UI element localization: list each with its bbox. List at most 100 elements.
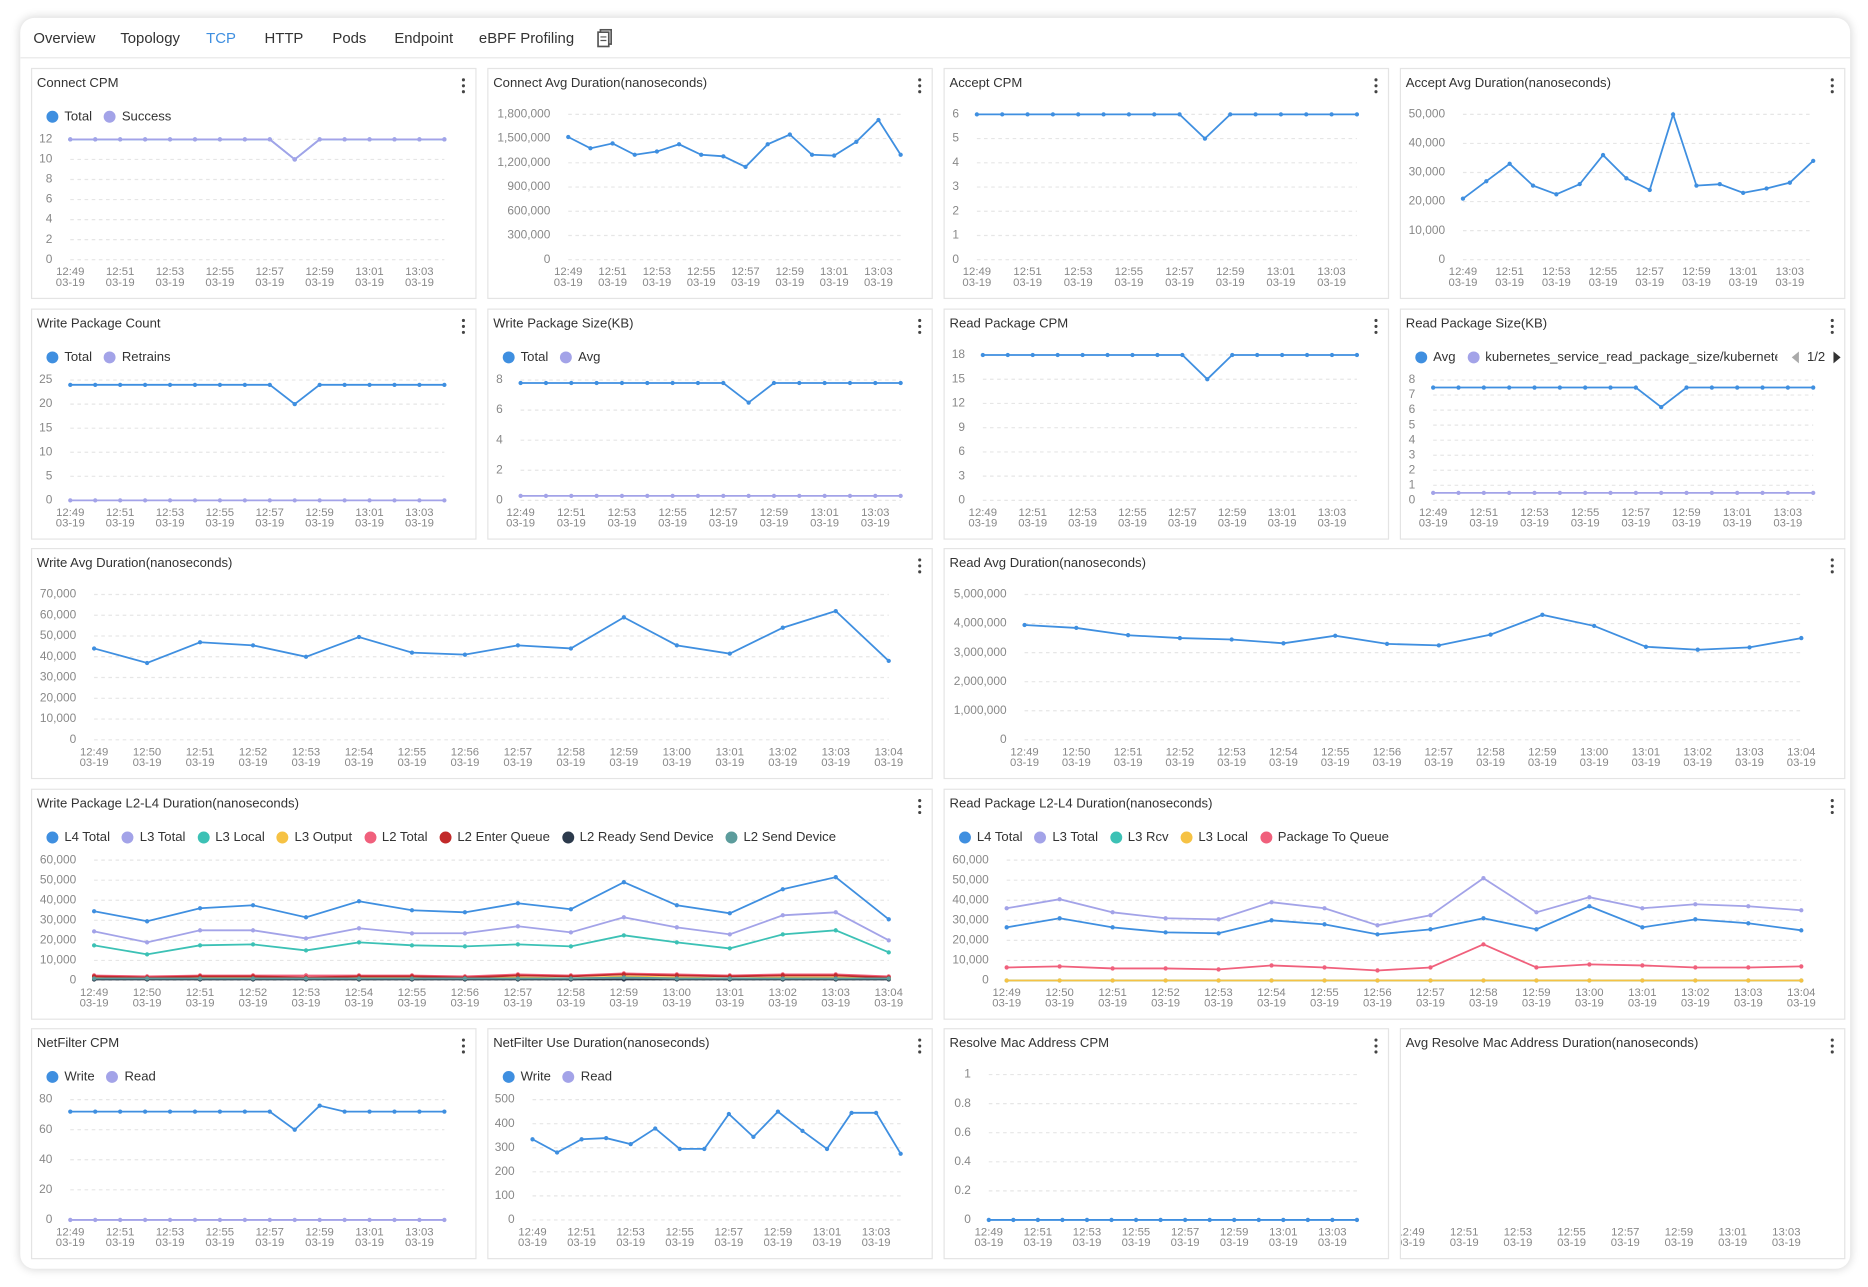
- x-tick-label: 12:50 03-19: [132, 986, 162, 1011]
- y-tick-label: 15: [39, 420, 53, 434]
- legend-item[interactable]: Read: [562, 1070, 612, 1084]
- data-point: [674, 976, 679, 981]
- data-point: [1000, 112, 1005, 117]
- chart-panel: Connect Avg Duration(nanoseconds) 0 300,00…: [487, 67, 933, 300]
- data-point: [303, 654, 309, 659]
- data-point: [1375, 923, 1380, 928]
- x-tick-label: 12:53 03-19: [616, 1225, 646, 1250]
- tab[interactable]: HTTP: [264, 29, 304, 47]
- x-tick-label: 12:51 03-19: [185, 745, 215, 770]
- tab[interactable]: Overview: [33, 29, 96, 47]
- data-point: [317, 1217, 322, 1223]
- y-tick-label: 20: [39, 396, 53, 410]
- x-tick-label: 12:51 03-19: [1495, 265, 1525, 290]
- legend-item[interactable]: Total: [46, 110, 92, 124]
- x-tick-label: 12:53 03-19: [155, 1225, 185, 1250]
- tab[interactable]: Endpoint: [394, 29, 454, 47]
- x-tick-label: 12:57 03-19: [1635, 265, 1665, 290]
- legend-item[interactable]: Success: [103, 110, 171, 124]
- legend-item[interactable]: Package To Queue: [1259, 830, 1389, 845]
- legend-item[interactable]: L3 Rcv: [1109, 830, 1169, 845]
- x-tick-label: 13:03 03-19: [860, 506, 890, 531]
- legend-item[interactable]: Retrains: [103, 350, 171, 365]
- more-menu[interactable]: [1372, 318, 1379, 335]
- data-point: [93, 137, 98, 142]
- x-tick-label: 13:02 03-19: [768, 986, 798, 1011]
- y-tick-label: 600,000: [507, 203, 550, 217]
- data-point: [118, 137, 123, 142]
- legend-prev[interactable]: [1789, 350, 1801, 364]
- legend-item[interactable]: L2 Ready Send Device: [561, 830, 714, 845]
- more-menu[interactable]: [916, 1038, 923, 1055]
- tab[interactable]: TCP: [206, 29, 236, 47]
- legend-item[interactable]: L3 Total: [1034, 830, 1098, 845]
- data-point: [699, 152, 704, 157]
- chart-panel: NetFilter Use Duration(nanoseconds) Write…: [487, 1028, 933, 1260]
- legend-item[interactable]: Total: [502, 350, 548, 365]
- legend-item[interactable]: Avg: [560, 350, 600, 365]
- data-point: [621, 933, 627, 938]
- legend-item[interactable]: L3 Local: [197, 830, 265, 845]
- data-point: [1747, 645, 1752, 650]
- data-point: [721, 154, 726, 159]
- legend-item[interactable]: Total: [46, 350, 92, 365]
- data-point: [797, 493, 802, 498]
- more-menu[interactable]: [916, 77, 923, 94]
- x-tick-label: 12:57 03-19: [255, 1225, 285, 1250]
- series-line: [94, 973, 889, 979]
- data-point: [1693, 902, 1698, 907]
- more-menu[interactable]: [1829, 77, 1836, 94]
- more-menu[interactable]: [1829, 318, 1836, 335]
- more-menu[interactable]: [916, 558, 923, 575]
- more-menu[interactable]: [1829, 798, 1836, 815]
- more-menu[interactable]: [460, 318, 467, 335]
- x-tick-label: 12:55 03-19: [397, 986, 427, 1011]
- y-tick-label: 500: [495, 1092, 515, 1106]
- more-menu[interactable]: [460, 77, 467, 94]
- more-menu[interactable]: [1829, 558, 1836, 575]
- y-tick-label: 1: [952, 228, 959, 242]
- data-point: [91, 943, 97, 948]
- more-menu[interactable]: [916, 798, 923, 815]
- legend-item[interactable]: L2 Total: [364, 830, 428, 845]
- y-tick-label: 0: [1438, 252, 1445, 266]
- x-tick-label: 13:01 03-19: [819, 265, 849, 290]
- chart-plot: 0 10,000 20,000 30,000 40,000 50,000 60,000: [952, 852, 1804, 987]
- data-point: [1693, 917, 1698, 922]
- tab[interactable]: eBPF Profiling: [478, 29, 575, 47]
- legend-next[interactable]: [1831, 350, 1843, 364]
- legend-item[interactable]: L4 Total: [959, 830, 1023, 845]
- data-point: [1436, 643, 1441, 648]
- legend-item[interactable]: kubernetes_service_read_package_size/kub…: [1467, 350, 1777, 365]
- legend-item[interactable]: Write: [46, 1070, 95, 1084]
- legend-item[interactable]: Read: [106, 1070, 156, 1084]
- series-line: [93, 876, 890, 923]
- legend-item[interactable]: L3 Total: [121, 830, 185, 845]
- more-menu[interactable]: [1372, 1038, 1379, 1055]
- x-tick-label: 12:59 03-19: [305, 506, 335, 531]
- legend-marker: [1415, 351, 1428, 364]
- legend-item[interactable]: L2 Send Device: [725, 830, 836, 845]
- data-point: [833, 976, 838, 981]
- tab[interactable]: Pods: [332, 29, 367, 47]
- more-menu[interactable]: [1829, 1038, 1836, 1055]
- legend-item[interactable]: Avg: [1415, 350, 1456, 365]
- chart-plot: 0 10,000 20,000 30,000 40,000 50,000 60,000 70,…: [40, 587, 891, 746]
- more-menu[interactable]: [916, 318, 923, 335]
- report-icon[interactable]: [597, 28, 614, 48]
- more-menu[interactable]: [460, 1038, 467, 1055]
- data-point: [144, 952, 150, 957]
- more-menu[interactable]: [1372, 77, 1379, 94]
- tab[interactable]: Topology: [120, 29, 180, 47]
- x-tick-label: 12:55 03-19: [665, 1225, 695, 1250]
- data-point: [1693, 978, 1698, 983]
- legend-item[interactable]: L3 Local: [1180, 830, 1248, 845]
- data-point: [303, 948, 309, 953]
- legend-item[interactable]: L3 Output: [276, 830, 352, 845]
- legend-item[interactable]: L4 Total: [46, 830, 110, 845]
- x-tick-label: 13:02 03-19: [1683, 745, 1713, 770]
- data-point: [1322, 922, 1327, 927]
- legend-item[interactable]: L2 Enter Queue: [439, 830, 550, 845]
- legend-item[interactable]: Write: [502, 1070, 551, 1084]
